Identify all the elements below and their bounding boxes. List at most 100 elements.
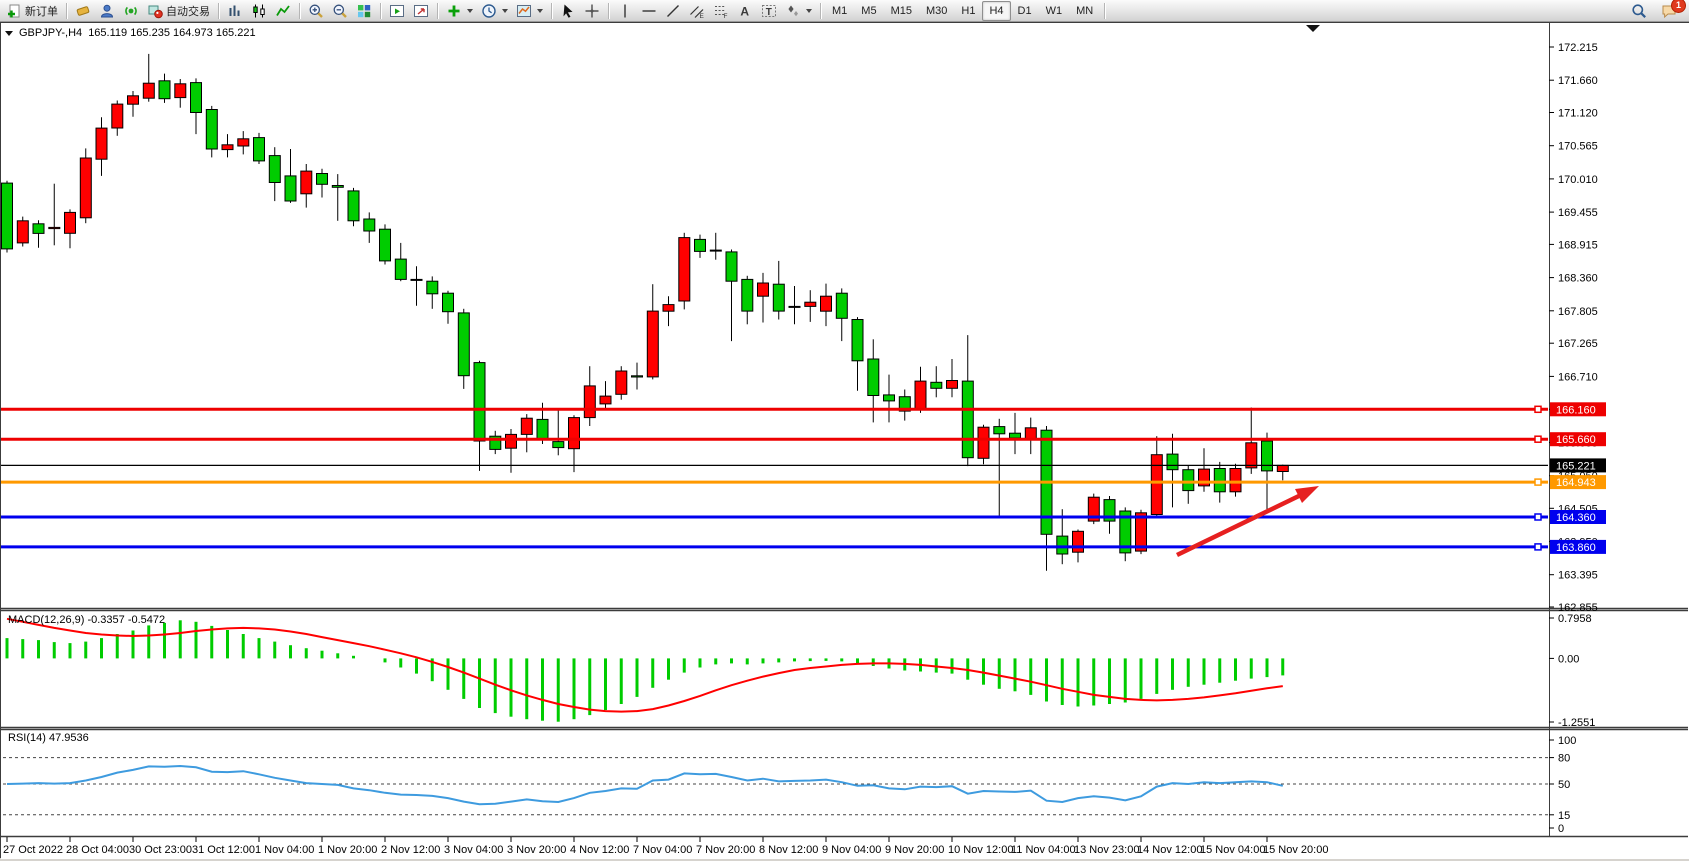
- svg-text:14 Nov 12:00: 14 Nov 12:00: [1137, 844, 1202, 856]
- timeframe-d1-button[interactable]: D1: [1011, 1, 1039, 21]
- trend-arrow-annotation[interactable]: [1176, 486, 1319, 558]
- chevron-down-icon[interactable]: [502, 8, 508, 13]
- svg-text:28 Oct 04:00: 28 Oct 04:00: [66, 844, 129, 856]
- fibo-icon: F: [713, 3, 729, 19]
- crosshair-icon: [584, 3, 600, 19]
- timeframe-h1-button[interactable]: H1: [954, 1, 982, 21]
- toolbar-separator: [820, 2, 822, 19]
- timeframe-m5-button[interactable]: M5: [854, 1, 883, 21]
- svg-text:10 Nov 12:00: 10 Nov 12:00: [948, 844, 1013, 856]
- svg-text:166.710: 166.710: [1558, 371, 1598, 383]
- bar-chart-mode-button[interactable]: [223, 1, 247, 21]
- toolbar-separator: [551, 2, 553, 19]
- timeframe-w1-button[interactable]: W1: [1039, 1, 1070, 21]
- chart-window[interactable]: 172.215 171.660 171.120 170.565 170.010 169.4…: [0, 22, 1689, 859]
- rsi-line: [6, 764, 1284, 806]
- auto-trading-button[interactable]: 自动交易: [143, 1, 214, 21]
- market-signal-button[interactable]: [119, 1, 143, 21]
- hline-tool-button[interactable]: [637, 1, 661, 21]
- new-order-icon: [6, 3, 22, 19]
- svg-text:1 Nov 20:00: 1 Nov 20:00: [318, 844, 377, 856]
- timeframe-label: D1: [1017, 4, 1032, 17]
- svg-text:7 Nov 04:00: 7 Nov 04:00: [633, 844, 692, 856]
- svg-text:164.360: 164.360: [1556, 512, 1596, 524]
- add-indicator-button[interactable]: [442, 1, 477, 21]
- svg-text:172.215: 172.215: [1558, 42, 1598, 54]
- timeframe-h4-button[interactable]: H4: [982, 0, 1011, 21]
- toolbar-separator: [299, 2, 301, 19]
- macd-layer: [5, 617, 1285, 722]
- chart-shift-marker-icon: [1306, 25, 1320, 32]
- new-order-button[interactable]: 新订单: [2, 1, 62, 21]
- chart-shift-button[interactable]: [409, 1, 433, 21]
- toolbar-separator: [608, 2, 610, 19]
- rsi-indicator-label: RSI(14) 47.9536: [8, 732, 89, 744]
- shapes-tool-button[interactable]: [781, 1, 816, 21]
- svg-text:15 Nov 20:00: 15 Nov 20:00: [1263, 844, 1328, 856]
- price-axis[interactable]: 172.215 171.660 171.120 170.565 170.010 169.4…: [1549, 42, 1606, 835]
- zoom-in-icon: [308, 3, 324, 19]
- svg-text:15 Nov 04:00: 15 Nov 04:00: [1200, 844, 1265, 856]
- tile-windows-button[interactable]: [352, 1, 376, 21]
- auto-scroll-button[interactable]: [385, 1, 409, 21]
- svg-text:171.660: 171.660: [1558, 75, 1598, 87]
- svg-text:163.860: 163.860: [1556, 542, 1596, 554]
- svg-text:168.360: 168.360: [1558, 273, 1598, 285]
- line-chart-icon: [275, 3, 291, 19]
- svg-text:30 Oct 23:00: 30 Oct 23:00: [129, 844, 192, 856]
- period-menu-button[interactable]: [477, 1, 512, 21]
- timeframe-m1-button[interactable]: M1: [825, 1, 854, 21]
- line-chart-mode-button[interactable]: [271, 1, 295, 21]
- svg-text:170.010: 170.010: [1558, 174, 1598, 186]
- search-button[interactable]: [1627, 1, 1651, 21]
- svg-text:166.160: 166.160: [1556, 404, 1596, 416]
- svg-text:162.855: 162.855: [1558, 602, 1598, 614]
- time-axis[interactable]: 27 Oct 2022 28 Oct 04:00 30 Oct 23:00 31 Oc…: [3, 837, 1328, 856]
- svg-text:11 Nov 04:00: 11 Nov 04:00: [1011, 844, 1076, 856]
- chart-menu-triangle-icon[interactable]: [5, 30, 13, 36]
- chevron-down-icon[interactable]: [806, 8, 812, 13]
- svg-text:13 Nov 23:00: 13 Nov 23:00: [1074, 844, 1139, 856]
- chevron-down-icon[interactable]: [467, 8, 473, 13]
- svg-text:27 Oct 2022: 27 Oct 2022: [3, 844, 63, 856]
- label-tool-button[interactable]: T: [757, 1, 781, 21]
- timeframe-mn-button[interactable]: MN: [1069, 1, 1100, 21]
- chart-add-icon: [413, 3, 429, 19]
- bar-chart-icon: [227, 3, 243, 19]
- trendline-tool-button[interactable]: [661, 1, 685, 21]
- vline-tool-button[interactable]: [613, 1, 637, 21]
- notifications-button[interactable]: 1: [1657, 0, 1686, 21]
- toolbar-button-label: 自动交易: [166, 5, 210, 18]
- chevron-down-icon[interactable]: [537, 8, 543, 13]
- toolbar-separator: [380, 2, 382, 19]
- timeframe-label: H1: [961, 4, 976, 17]
- svg-text:0.7958: 0.7958: [1558, 613, 1592, 625]
- level-lines-layer[interactable]: [1, 405, 1548, 551]
- trader-profile-button[interactable]: [95, 1, 119, 21]
- svg-text:0.00: 0.00: [1558, 653, 1579, 665]
- chart-play-icon: [389, 3, 405, 19]
- timeframe-m30-button[interactable]: M30: [919, 1, 954, 21]
- cursor-tool-button[interactable]: [556, 1, 580, 21]
- template-menu-button[interactable]: [512, 1, 547, 21]
- svg-text:7 Nov 20:00: 7 Nov 20:00: [696, 844, 755, 856]
- toolbar-separator: [66, 2, 68, 19]
- label-t-icon: T: [761, 3, 777, 19]
- hline-icon: [641, 3, 657, 19]
- toolbar-separator: [437, 2, 439, 19]
- timeframe-m15-button[interactable]: M15: [884, 1, 919, 21]
- zoom-out-button[interactable]: [328, 1, 352, 21]
- crosshair-tool-button[interactable]: [580, 1, 604, 21]
- chart-symbol-period: GBPJPY-,H4: [19, 27, 83, 39]
- indicator-add-icon: [446, 3, 462, 19]
- eraser-button[interactable]: [71, 1, 95, 21]
- channel-tool-button[interactable]: E: [685, 1, 709, 21]
- zoom-in-button[interactable]: [304, 1, 328, 21]
- svg-text:A: A: [740, 4, 749, 18]
- price-chart-svg[interactable]: 172.215 171.660 171.120 170.565 170.010 169.4…: [1, 23, 1689, 859]
- candle-chart-mode-button[interactable]: [247, 1, 271, 21]
- text-tool-button[interactable]: A: [733, 1, 757, 21]
- channel-icon: E: [689, 3, 705, 19]
- toolbar-separator: [218, 2, 220, 19]
- fibonacci-tool-button[interactable]: F: [709, 1, 733, 21]
